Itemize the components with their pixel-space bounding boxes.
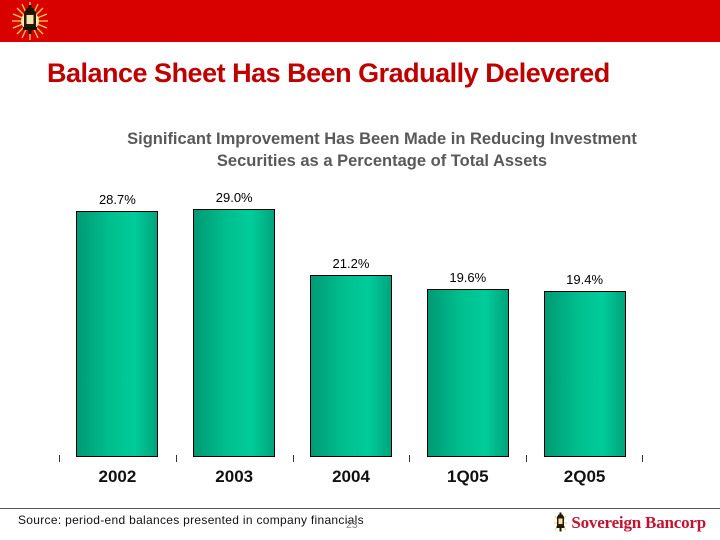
bar-value-label: 19.4% [566,272,604,287]
source-note: Source: period-end balances presented in… [18,513,364,527]
category-label-2Q05: 2Q05 [563,467,606,486]
bar-2003 [193,209,276,457]
header-bar [0,0,720,42]
bar-value-label: 21.2% [332,256,370,271]
subtitle-line-2: Securities as a Percentage of Total Asse… [216,151,548,170]
bar-2002 [76,211,159,457]
footer-divider [0,508,720,509]
category-label-2004: 2004 [332,467,370,486]
bar-2Q05 [543,291,626,457]
bar-1Q05 [426,289,509,457]
bar-value-label: 29.0% [215,190,253,205]
x-axis-tick [292,455,294,462]
brand-logo-footer: Sovereign Bancorp [554,511,706,535]
bar-2004 [309,275,392,457]
x-axis-category-labels: 2002 2003 2004 1Q05 2Q05 [59,467,643,493]
x-axis-tick [59,455,60,462]
lantern-burst-icon [12,2,48,40]
bar-chart-plot-area: 28.7% 29.0% 21.2% 19.6% 19.4% [59,190,643,462]
bar-value-label: 28.7% [98,192,136,207]
category-label-2003: 2003 [215,467,254,486]
category-label-2002: 2002 [98,467,137,486]
brand-name: Sovereign Bancorp [571,513,706,532]
chart-slot: 21.2% [293,200,410,457]
page-number: 23 [346,519,358,531]
chart-subtitle: Significant Improvement Has Been Made in… [60,129,704,173]
lantern-icon [554,512,568,532]
category-label-1Q05: 1Q05 [446,467,489,486]
x-axis-tick [409,455,411,462]
slide-title: Balance Sheet Has Been Gradually Delever… [47,58,610,88]
chart-slot: 29.0% [176,190,293,457]
x-axis-tick [526,455,528,462]
chart-slot: 28.7% [59,192,176,457]
chart-slot: 19.4% [526,200,643,457]
subtitle-line-1: Significant Improvement Has Been Made in… [127,130,637,148]
x-axis-tick [642,455,643,462]
x-axis-tick [175,455,177,462]
bar-value-label: 19.6% [449,270,487,285]
chart-slot: 19.6% [409,200,526,457]
